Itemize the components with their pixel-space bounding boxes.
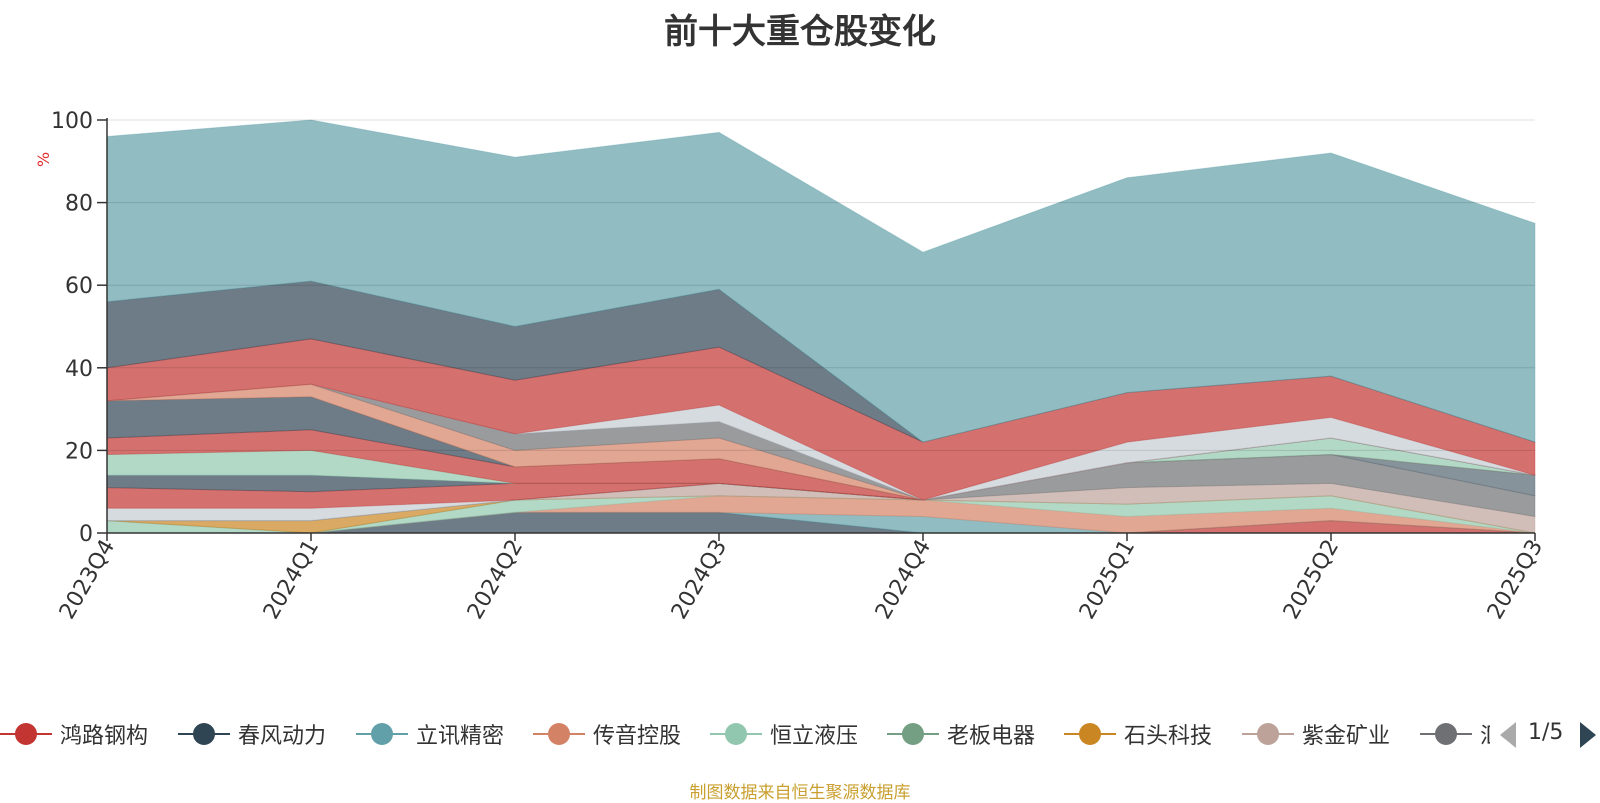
x-tick-label: 2023Q4: [55, 536, 120, 624]
area-series-8[interactable]: [107, 453, 1536, 522]
legend-label: 立讯精密: [416, 724, 505, 749]
legend-label: 恒立液压: [770, 724, 859, 749]
y-tick-label: 60: [65, 274, 93, 299]
grid-lines: [107, 119, 1535, 451]
legend-label: 石头科技: [1124, 724, 1213, 749]
area-series-9[interactable]: [107, 453, 1536, 522]
y-tick-label: 0: [79, 522, 93, 547]
legend-label: 春风动力: [238, 724, 327, 749]
legend-marker-icon: [1064, 712, 1116, 756]
chart-title: 前十大重仓股变化: [664, 12, 936, 52]
x-tick-label: 2024Q3: [667, 536, 732, 624]
data-source-note: 制图数据来自恒生聚源数据库: [689, 783, 911, 803]
y-tick-label: 20: [65, 439, 93, 464]
legend-marker-icon: [0, 712, 52, 756]
x-tick-label: 2025Q2: [1279, 536, 1344, 624]
x-tick-label: 2024Q2: [463, 536, 528, 624]
y-tick-label: 80: [65, 192, 93, 217]
x-tick-label: 2025Q1: [1075, 536, 1140, 624]
area-series-group: [106, 119, 1536, 534]
legend-pager: 1/5: [1496, 712, 1600, 756]
legend-item[interactable]: 立讯精密: [356, 712, 504, 756]
area-series-21[interactable]: [106, 119, 1536, 443]
legend-item[interactable]: 春风动力: [178, 712, 326, 756]
area-series-7[interactable]: [107, 482, 1536, 534]
legend-label: 鸿路钢构: [60, 724, 149, 749]
area-chart: 0 20 40 60 80 100 2023Q4 2024Q1 2024Q2 2024Q3 2024…: [51, 109, 1548, 624]
legend-page-indicator: 1/5: [1528, 720, 1564, 745]
legend-item[interactable]: 老板电器: [887, 712, 1035, 756]
legend-prev-icon[interactable]: [1500, 722, 1516, 748]
legend-item[interactable]: 汇川技术: [1420, 712, 1490, 756]
y-tick-label: 40: [65, 357, 93, 382]
legend-item[interactable]: 鸿路钢构: [0, 712, 148, 756]
legend-marker-icon: [178, 712, 230, 756]
legend-next-icon[interactable]: [1580, 722, 1596, 748]
legend: 鸿路钢构 春风动力 立讯精密 传音控股 恒立液压 老板电器 石头科技 紫金矿业 汇川技术: [0, 712, 1490, 756]
x-tick-label: 2024Q1: [259, 536, 324, 624]
legend-item[interactable]: 传音控股: [533, 712, 681, 756]
legend-item[interactable]: 恒立液压: [710, 712, 858, 756]
legend-label: 传音控股: [593, 724, 682, 749]
legend-marker-icon: [356, 712, 408, 756]
legend-marker-icon: [1420, 712, 1472, 756]
legend-marker-icon: [887, 712, 939, 756]
legend-label: 紫金矿业: [1302, 724, 1391, 749]
legend-item[interactable]: 紫金矿业: [1242, 712, 1390, 756]
y-tick-label: 100: [51, 109, 93, 134]
legend-label: 汇川技术: [1480, 718, 1490, 750]
legend-marker-icon: [710, 712, 762, 756]
legend-marker-icon: [533, 712, 585, 756]
x-tick-label: 2025Q3: [1483, 536, 1548, 624]
legend-marker-icon: [1242, 712, 1294, 756]
x-tick-label: 2024Q4: [871, 536, 936, 624]
legend-label: 老板电器: [947, 724, 1036, 749]
legend-item[interactable]: 石头科技: [1064, 712, 1212, 756]
